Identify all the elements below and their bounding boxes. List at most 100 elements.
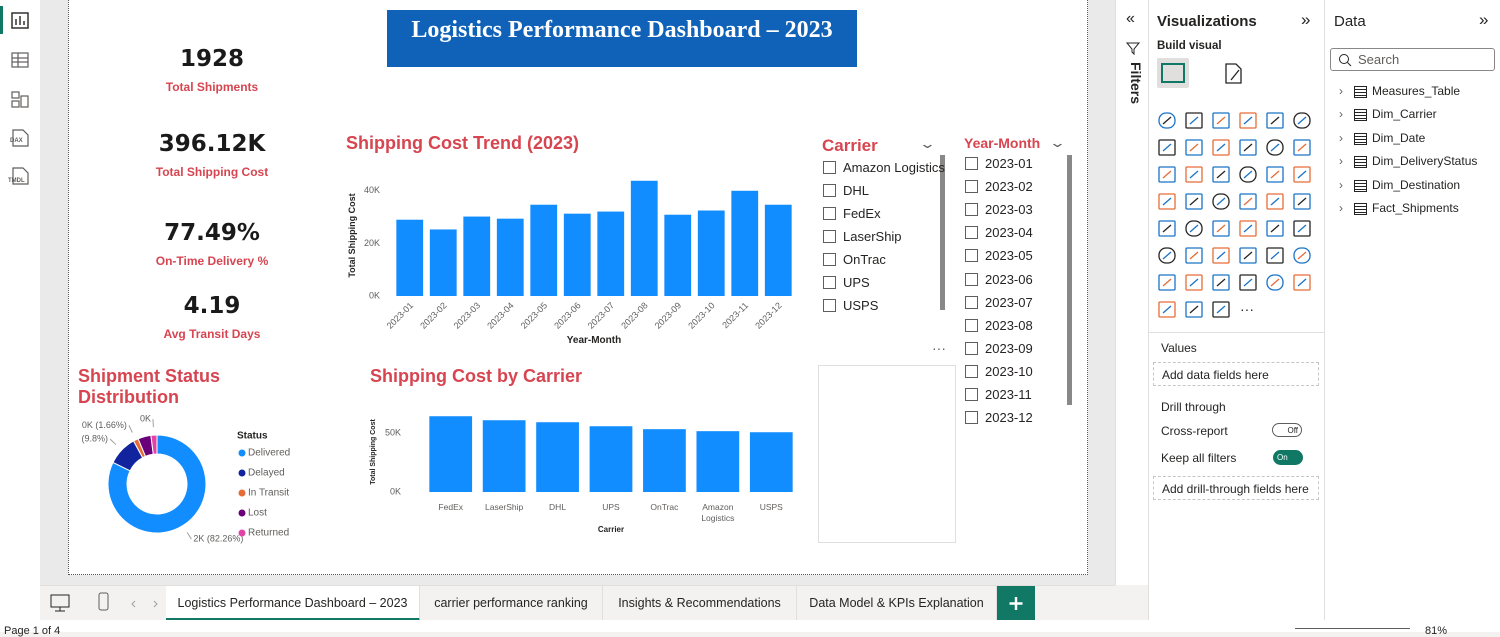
visual-type-glyph xyxy=(1163,225,1171,232)
expand-chevron[interactable]: › xyxy=(1339,107,1343,121)
pane-title: Visualizations xyxy=(1157,13,1257,30)
expand-chevron[interactable]: › xyxy=(1339,131,1343,145)
page-tab[interactable]: Insights & Recommendations xyxy=(603,586,797,621)
phone-icon[interactable] xyxy=(99,593,108,610)
search-box[interactable]: Search xyxy=(1330,48,1495,71)
x-axis-label: Year-Month xyxy=(567,335,621,346)
table-name[interactable]: Measures_Table xyxy=(1372,84,1460,98)
y-tick-label: 0K xyxy=(369,290,380,300)
legend-label: Lost xyxy=(248,508,267,519)
legend-label: Delayed xyxy=(248,468,285,479)
search-icon xyxy=(1338,53,1352,67)
collapse-icon[interactable]: » xyxy=(1301,10,1310,30)
kpi-value: 4.19 xyxy=(112,293,312,319)
kpi-value: 77.49% xyxy=(112,220,312,246)
page-tab[interactable]: carrier performance ranking xyxy=(420,586,603,621)
x-tick-label: 2023-06 xyxy=(552,300,582,330)
next-arrow[interactable] xyxy=(154,601,157,607)
page-count: Page 1 of 4 xyxy=(4,625,60,637)
visual-type-glyph xyxy=(1163,171,1171,178)
table-name[interactable]: Dim_Carrier xyxy=(1372,107,1437,121)
x-tick-label-box: FedEx xyxy=(424,502,477,532)
visual-type-glyph xyxy=(1217,306,1225,313)
table-name[interactable]: Fact_Shipments xyxy=(1372,201,1459,215)
visual-type-glyph xyxy=(1217,252,1225,259)
visual-type-glyph xyxy=(1244,198,1252,205)
bar xyxy=(564,214,591,296)
visual-type-glyph xyxy=(1163,198,1171,205)
visual-type-glyph xyxy=(1271,198,1279,205)
more-visuals[interactable]: ··· xyxy=(1240,301,1254,317)
legend-title: Status xyxy=(237,431,268,442)
expand-chevron[interactable]: › xyxy=(1339,154,1343,168)
y-tick-label: 20K xyxy=(364,238,380,248)
x-tick-label: 2023-05 xyxy=(519,300,549,330)
x-tick-label: 2023-11 xyxy=(720,300,750,330)
data-label: 0K xyxy=(140,414,151,424)
keep-filters-toggle[interactable]: On xyxy=(1273,450,1303,465)
bar xyxy=(698,211,725,296)
visual-type-glyph xyxy=(1217,117,1225,124)
filters-pane[interactable]: « Filters xyxy=(1115,0,1149,585)
expand-chevron[interactable]: › xyxy=(1339,84,1343,98)
drill-well[interactable]: Add drill-through fields here xyxy=(1153,476,1319,500)
visual-type-glyph xyxy=(1190,117,1198,124)
visual-type-glyph xyxy=(1298,252,1306,259)
expand-chevron[interactable]: › xyxy=(1339,201,1343,215)
x-tick-label: 2023-03 xyxy=(452,300,482,330)
table-icon xyxy=(1354,203,1367,215)
label-leader xyxy=(110,439,116,445)
expand-chevron[interactable]: › xyxy=(1339,178,1343,192)
label-leader xyxy=(129,425,132,432)
legend-label: Delivered xyxy=(248,448,290,459)
zoom-level: 81% xyxy=(1425,625,1447,637)
visual-type-glyph xyxy=(1271,225,1279,232)
visual-icons: ··· xyxy=(1149,56,1325,326)
y-axis-label: Total Shipping Cost xyxy=(347,193,357,277)
keep-filters-label: Keep all filters xyxy=(1161,451,1236,465)
format-visual-icon xyxy=(1226,64,1241,83)
visual-type-glyph xyxy=(1217,279,1225,286)
x-tick-label-box: OnTrac xyxy=(638,502,691,532)
visual-type-glyph xyxy=(1271,252,1279,259)
x-tick-label: 2023-01 xyxy=(385,300,415,330)
x-tick-label: FedEx xyxy=(424,502,477,513)
visual-type-glyph xyxy=(1190,225,1198,232)
visual-type-glyph xyxy=(1298,171,1306,178)
zoom-slider[interactable] xyxy=(1295,628,1410,629)
visual-type-glyph xyxy=(1244,171,1252,178)
table-name[interactable]: Dim_Date xyxy=(1372,131,1425,145)
prev-arrow[interactable] xyxy=(132,601,135,607)
visual-type-glyph xyxy=(1244,279,1252,286)
bar xyxy=(396,220,423,296)
legend-label: Returned xyxy=(248,528,289,539)
values-well[interactable]: Add data fields here xyxy=(1153,362,1319,386)
cross-report-toggle[interactable]: Off xyxy=(1272,423,1302,437)
table-name[interactable]: Dim_Destination xyxy=(1372,178,1460,192)
expand-icon[interactable]: « xyxy=(1126,10,1135,28)
page-tab[interactable]: Logistics Performance Dashboard – 2023 xyxy=(166,586,420,621)
add-page[interactable] xyxy=(997,586,1035,621)
visual-type-glyph xyxy=(1163,252,1171,259)
x-tick-label: LaserShip xyxy=(477,502,530,513)
build-visual-label: Build visual xyxy=(1157,40,1222,52)
bar xyxy=(497,219,524,296)
data-label: 2K (82.26%) xyxy=(193,534,243,544)
page-tab[interactable]: Data Model & KPIs Explanation xyxy=(797,586,997,621)
view-icons xyxy=(40,586,165,621)
x-axis-label: Carrier xyxy=(598,525,624,534)
collapse-icon[interactable]: » xyxy=(1479,10,1488,30)
desktop-icon[interactable] xyxy=(51,595,69,611)
table-name[interactable]: Dim_DeliveryStatus xyxy=(1372,154,1477,168)
visual-type-glyph xyxy=(1190,279,1198,286)
x-tick-label-box: LaserShip xyxy=(477,502,530,532)
table-icon xyxy=(1354,133,1367,145)
visual-type-glyph xyxy=(1244,225,1252,232)
visual-type-glyph xyxy=(1271,279,1279,286)
search-placeholder: Search xyxy=(1358,52,1399,67)
legend-swatch xyxy=(239,470,246,477)
data-pane: Data » Search ›Measures_Table›Dim_Carrie… xyxy=(1324,0,1500,620)
visual-type-glyph xyxy=(1190,144,1198,151)
